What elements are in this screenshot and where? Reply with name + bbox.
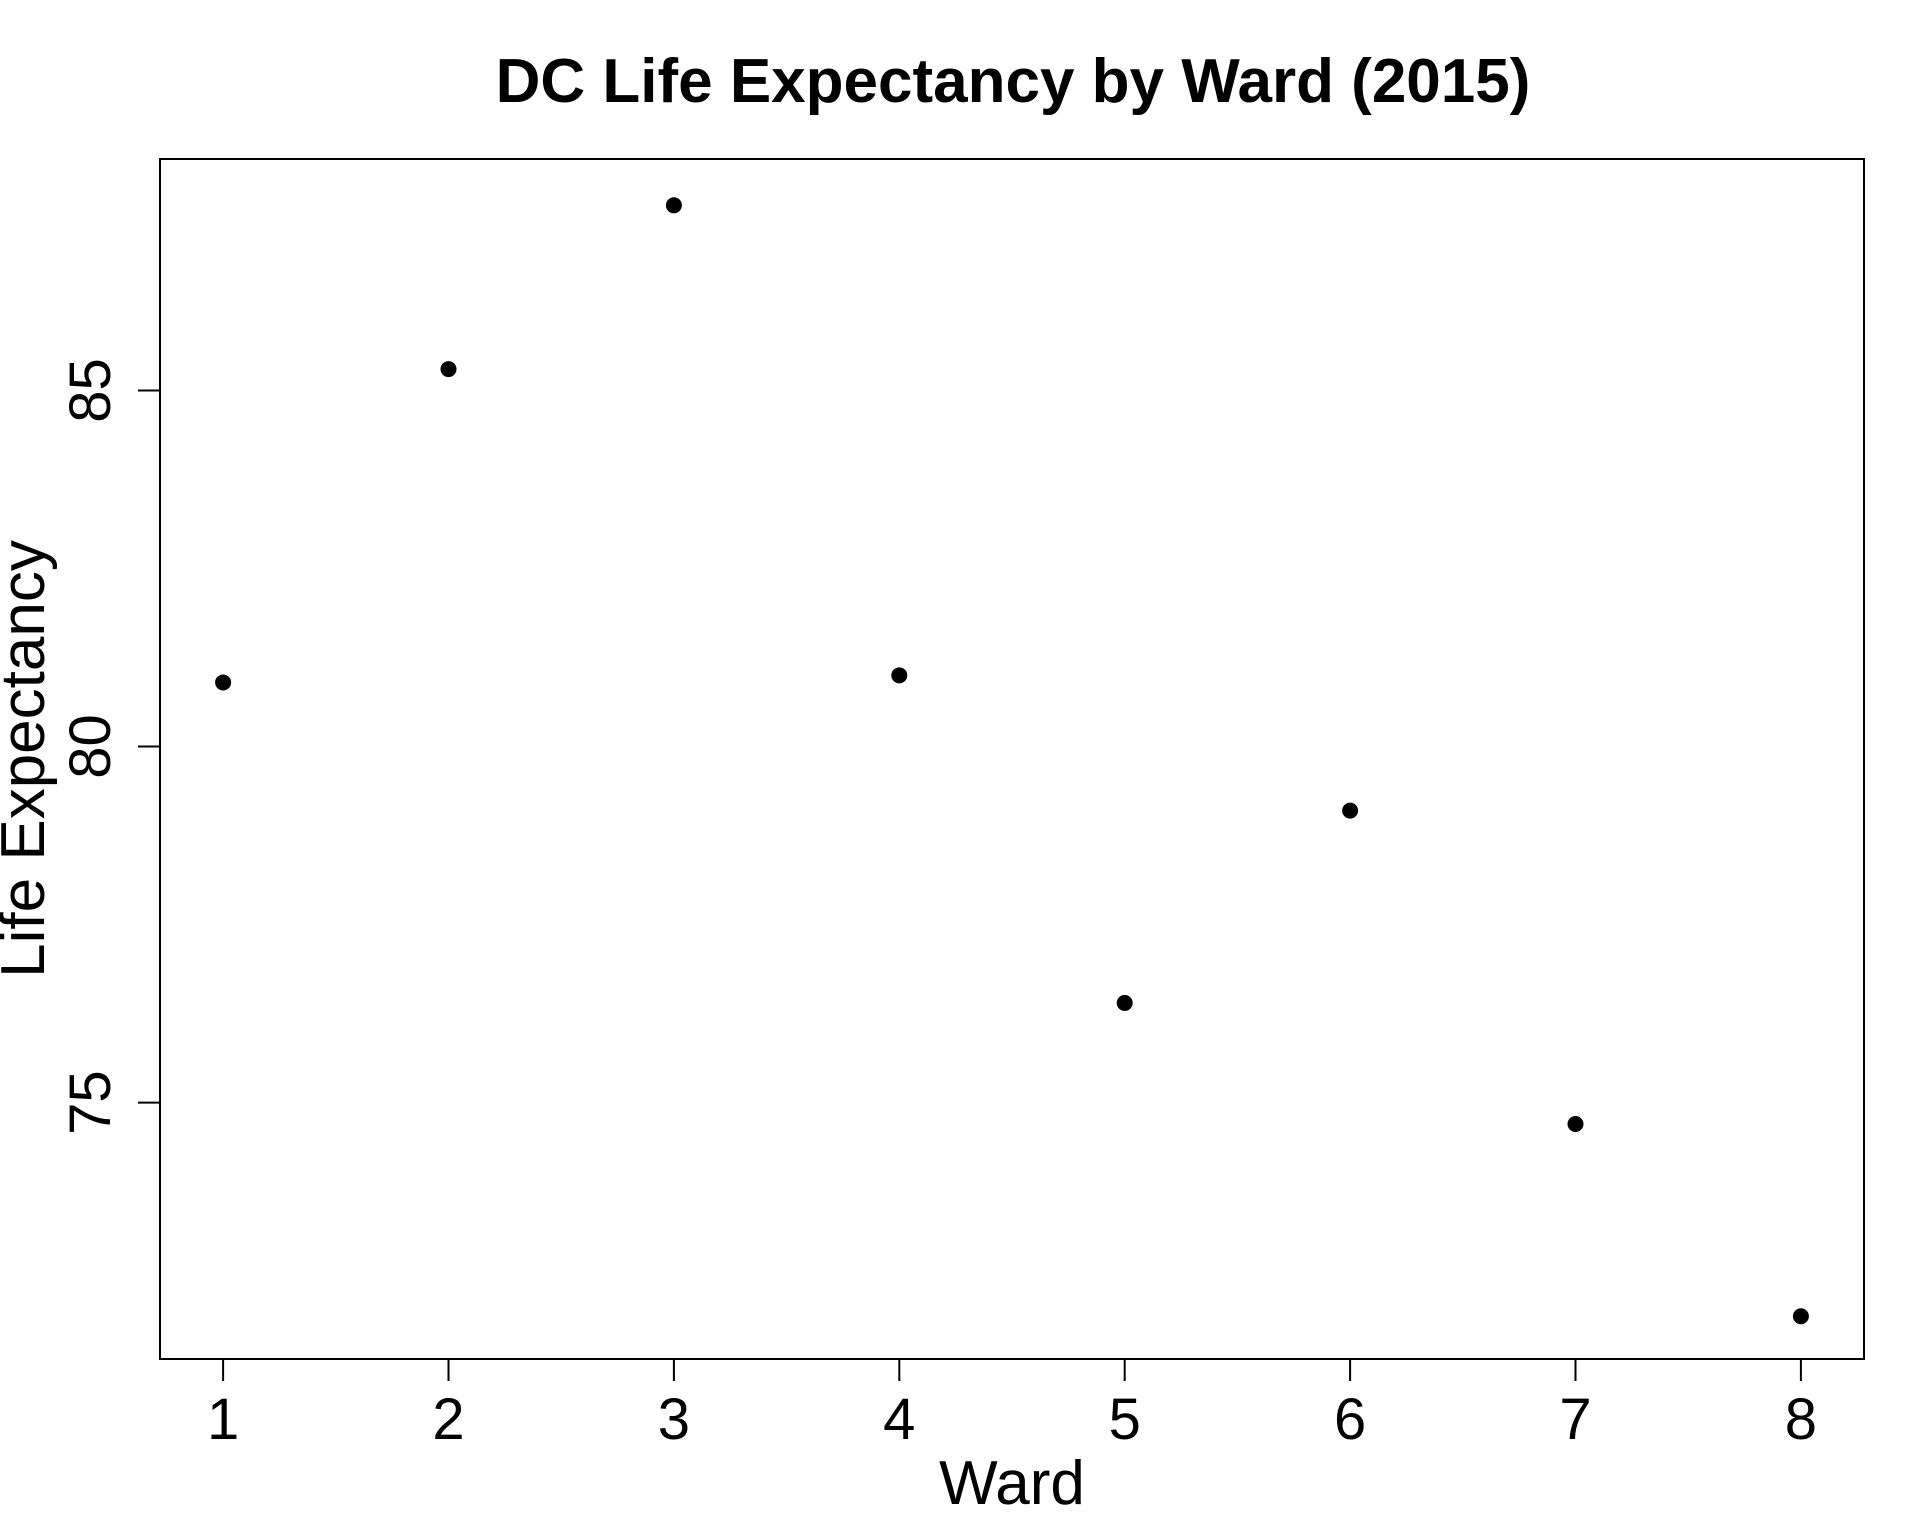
y-axis-label: Life Expectancy: [0, 540, 58, 978]
data-points: [215, 197, 1809, 1325]
y-tick-label: 80: [58, 714, 123, 779]
x-tick-label: 2: [432, 1387, 464, 1452]
y-tick-label: 85: [58, 358, 123, 423]
x-axis: 1 2 3 4 5 6 7 8: [207, 1359, 1817, 1452]
x-tick-label: 7: [1559, 1387, 1591, 1452]
plot-frame: [159, 158, 1865, 1360]
data-point: [1116, 994, 1133, 1011]
y-tick-label: 75: [58, 1070, 123, 1135]
x-tick-label: 1: [207, 1387, 239, 1452]
data-point: [665, 197, 682, 214]
y-axis: 75 80 85: [58, 358, 160, 1135]
x-tick-label: 3: [658, 1387, 690, 1452]
data-point: [1567, 1115, 1584, 1132]
chart-title: DC Life Expectancy by Ward (2015): [496, 47, 1531, 116]
x-tick-label: 8: [1785, 1387, 1817, 1452]
x-tick-label: 6: [1334, 1387, 1366, 1452]
x-axis-label: Ward: [939, 1449, 1085, 1518]
x-tick-label: 4: [883, 1387, 915, 1452]
data-point: [440, 361, 457, 378]
data-point: [215, 674, 232, 691]
data-point: [1342, 802, 1359, 819]
data-point: [891, 667, 908, 684]
x-tick-label: 5: [1109, 1387, 1141, 1452]
data-point: [1792, 1308, 1809, 1325]
